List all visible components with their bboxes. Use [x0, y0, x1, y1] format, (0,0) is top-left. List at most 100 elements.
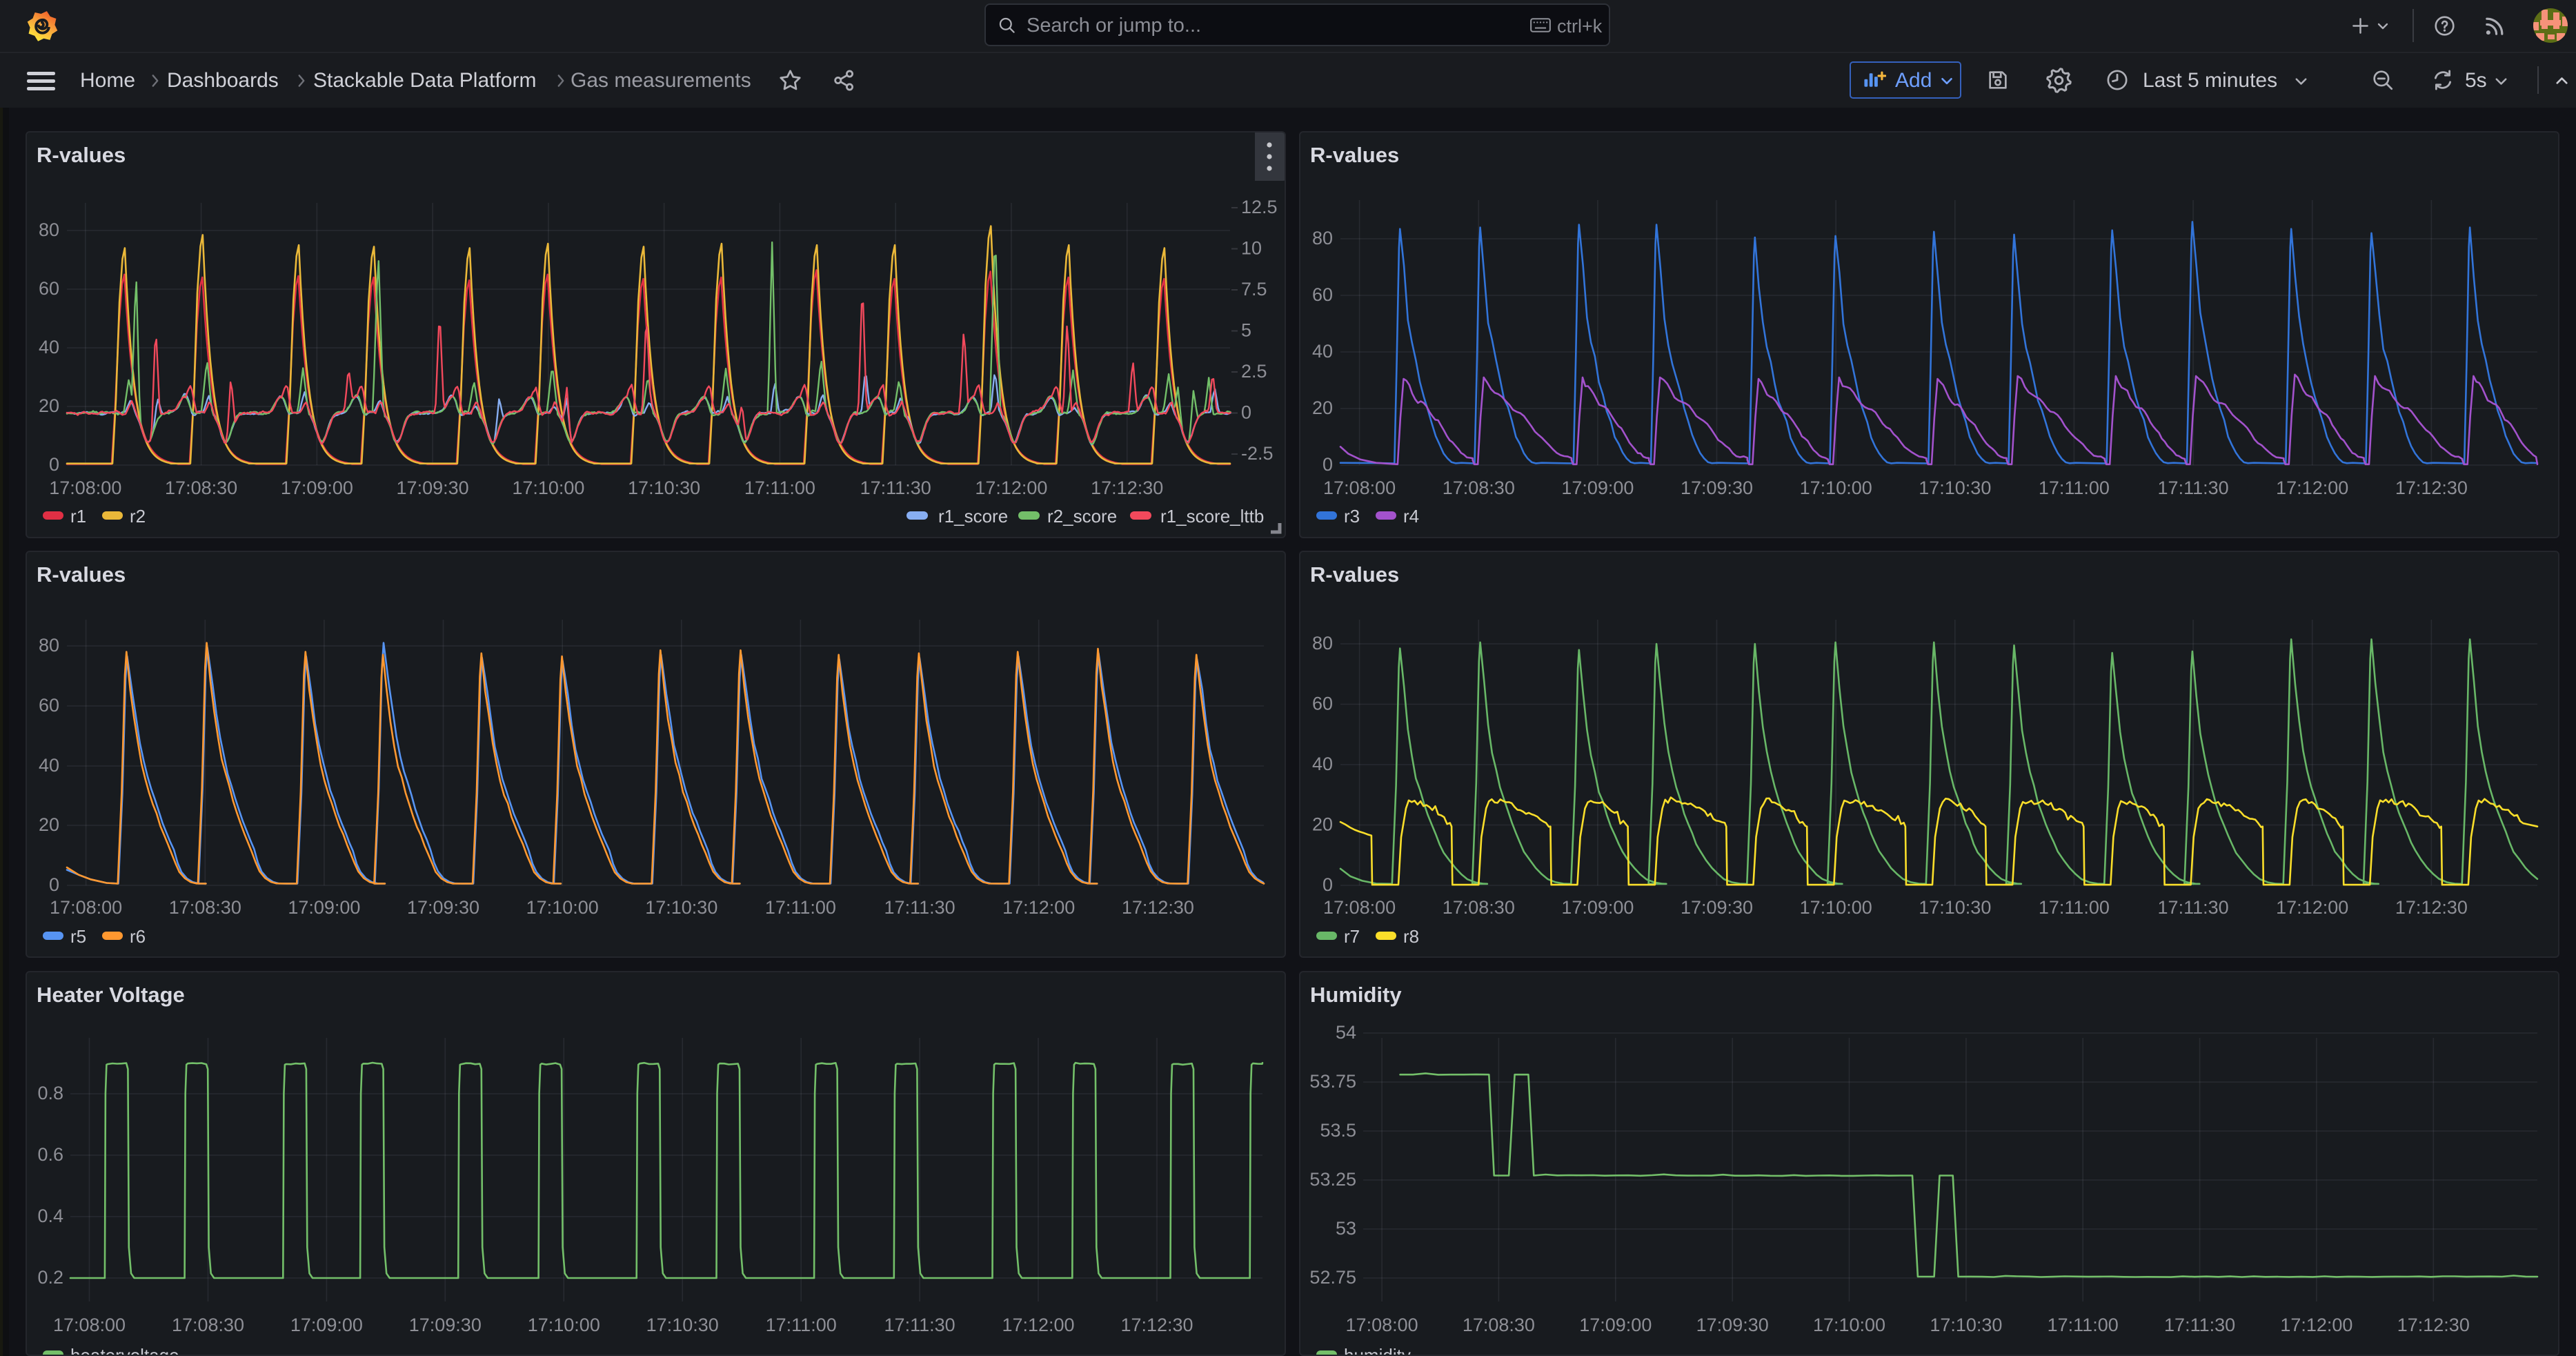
svg-text:17:12:30: 17:12:30 — [2397, 1315, 2470, 1335]
svg-text:17:11:00: 17:11:00 — [766, 1315, 837, 1335]
svg-text:17:08:30: 17:08:30 — [1443, 897, 1515, 918]
svg-text:17:10:30: 17:10:30 — [645, 897, 717, 918]
svg-text:r1_score_lttb: r1_score_lttb — [1160, 506, 1264, 527]
svg-text:R-values: R-values — [1310, 143, 1399, 167]
svg-text:20: 20 — [1312, 814, 1333, 835]
svg-text:17:09:30: 17:09:30 — [407, 897, 479, 918]
svg-text:17:10:30: 17:10:30 — [1919, 897, 1991, 918]
svg-text:40: 40 — [1312, 341, 1333, 362]
svg-text:54: 54 — [1336, 1022, 1356, 1043]
svg-text:17:12:30: 17:12:30 — [2395, 897, 2468, 918]
svg-text:heatervoltage: heatervoltage — [70, 1345, 179, 1356]
svg-text:17:09:30: 17:09:30 — [1681, 478, 1753, 498]
svg-text:17:08:00: 17:08:00 — [1346, 1315, 1418, 1335]
svg-text:r7: r7 — [1344, 926, 1360, 947]
svg-text:17:10:00: 17:10:00 — [1813, 1315, 1885, 1335]
svg-text:60: 60 — [39, 695, 59, 716]
svg-text:17:11:00: 17:11:00 — [765, 897, 836, 918]
svg-text:53: 53 — [1336, 1218, 1356, 1239]
svg-text:80: 80 — [1312, 228, 1333, 248]
svg-text:17:10:00: 17:10:00 — [1800, 478, 1872, 498]
svg-text:17:10:30: 17:10:30 — [646, 1315, 719, 1335]
svg-text:0.6: 0.6 — [37, 1144, 63, 1165]
svg-text:17:08:30: 17:08:30 — [1463, 1315, 1535, 1335]
svg-text:0: 0 — [49, 454, 59, 475]
svg-text:0: 0 — [1322, 454, 1333, 475]
svg-text:0.4: 0.4 — [37, 1206, 63, 1226]
svg-text:17:12:00: 17:12:00 — [2276, 478, 2348, 498]
svg-text:2.5: 2.5 — [1241, 361, 1267, 382]
svg-text:60: 60 — [1312, 284, 1333, 305]
svg-text:60: 60 — [39, 278, 59, 299]
svg-text:17:08:00: 17:08:00 — [1323, 478, 1396, 498]
svg-text:80: 80 — [1312, 633, 1333, 654]
svg-text:17:08:00: 17:08:00 — [49, 478, 121, 498]
svg-text:17:12:30: 17:12:30 — [1122, 897, 1194, 918]
svg-text:r2_score: r2_score — [1047, 506, 1117, 527]
svg-text:17:10:00: 17:10:00 — [512, 478, 584, 498]
svg-text:17:10:30: 17:10:30 — [628, 478, 700, 498]
svg-text:12.5: 12.5 — [1241, 197, 1278, 217]
svg-text:0: 0 — [1322, 874, 1333, 895]
svg-text:R-values: R-values — [1310, 562, 1399, 587]
svg-text:17:12:00: 17:12:00 — [975, 478, 1047, 498]
svg-text:52.75: 52.75 — [1309, 1267, 1356, 1288]
svg-text:17:11:30: 17:11:30 — [884, 897, 955, 918]
svg-text:17:09:00: 17:09:00 — [290, 1315, 363, 1335]
svg-text:r5: r5 — [70, 926, 86, 947]
svg-text:17:09:00: 17:09:00 — [1561, 897, 1634, 918]
svg-text:53.25: 53.25 — [1309, 1169, 1356, 1190]
svg-text:0.2: 0.2 — [37, 1267, 63, 1288]
svg-text:17:10:30: 17:10:30 — [1919, 478, 1991, 498]
svg-text:17:10:00: 17:10:00 — [526, 897, 599, 918]
svg-text:17:09:00: 17:09:00 — [1561, 478, 1634, 498]
svg-text:humidity: humidity — [1344, 1345, 1411, 1356]
svg-text:17:09:30: 17:09:30 — [1696, 1315, 1769, 1335]
svg-text:17:09:30: 17:09:30 — [1681, 897, 1753, 918]
svg-text:R-values: R-values — [37, 143, 126, 167]
svg-text:r1_score: r1_score — [938, 506, 1008, 527]
svg-text:40: 40 — [39, 337, 59, 357]
svg-text:60: 60 — [1312, 694, 1333, 714]
svg-text:R-values: R-values — [37, 562, 126, 587]
svg-text:17:11:30: 17:11:30 — [884, 1315, 955, 1335]
svg-text:17:11:30: 17:11:30 — [860, 478, 931, 498]
svg-text:40: 40 — [39, 755, 59, 776]
svg-text:17:09:30: 17:09:30 — [409, 1315, 482, 1335]
svg-text:17:08:30: 17:08:30 — [172, 1315, 244, 1335]
svg-text:17:08:00: 17:08:00 — [50, 897, 122, 918]
svg-text:17:09:00: 17:09:00 — [1579, 1315, 1652, 1335]
svg-text:17:12:30: 17:12:30 — [1120, 1315, 1193, 1335]
svg-text:17:10:00: 17:10:00 — [528, 1315, 600, 1335]
svg-text:17:11:00: 17:11:00 — [2039, 478, 2110, 498]
svg-text:17:09:00: 17:09:00 — [281, 478, 353, 498]
svg-text:Heater Voltage: Heater Voltage — [37, 983, 185, 1007]
svg-text:r3: r3 — [1344, 506, 1360, 527]
svg-text:17:12:00: 17:12:00 — [1002, 1315, 1074, 1335]
svg-text:17:08:00: 17:08:00 — [1323, 897, 1396, 918]
svg-text:17:12:30: 17:12:30 — [2395, 478, 2468, 498]
svg-text:53.5: 53.5 — [1320, 1120, 1356, 1141]
svg-text:17:12:00: 17:12:00 — [1002, 897, 1075, 918]
svg-text:17:12:30: 17:12:30 — [1091, 478, 1163, 498]
svg-text:r6: r6 — [130, 926, 146, 947]
svg-text:17:09:00: 17:09:00 — [288, 897, 360, 918]
svg-text:0.8: 0.8 — [37, 1083, 63, 1103]
svg-text:17:09:30: 17:09:30 — [397, 478, 469, 498]
svg-text:20: 20 — [1312, 397, 1333, 418]
svg-text:10: 10 — [1241, 238, 1262, 259]
svg-text:80: 80 — [39, 635, 59, 656]
svg-text:17:11:00: 17:11:00 — [744, 478, 815, 498]
svg-text:20: 20 — [39, 395, 59, 416]
svg-text:17:11:30: 17:11:30 — [2158, 478, 2229, 498]
svg-text:40: 40 — [1312, 754, 1333, 774]
svg-text:17:10:30: 17:10:30 — [1930, 1315, 2002, 1335]
svg-text:r4: r4 — [1403, 506, 1419, 527]
svg-text:r1: r1 — [70, 506, 86, 527]
svg-text:r8: r8 — [1403, 926, 1419, 947]
svg-text:17:08:30: 17:08:30 — [169, 897, 241, 918]
svg-text:17:11:30: 17:11:30 — [2164, 1315, 2235, 1335]
svg-text:17:08:30: 17:08:30 — [1443, 478, 1515, 498]
svg-text:7.5: 7.5 — [1241, 279, 1267, 299]
svg-text:0: 0 — [49, 874, 59, 895]
